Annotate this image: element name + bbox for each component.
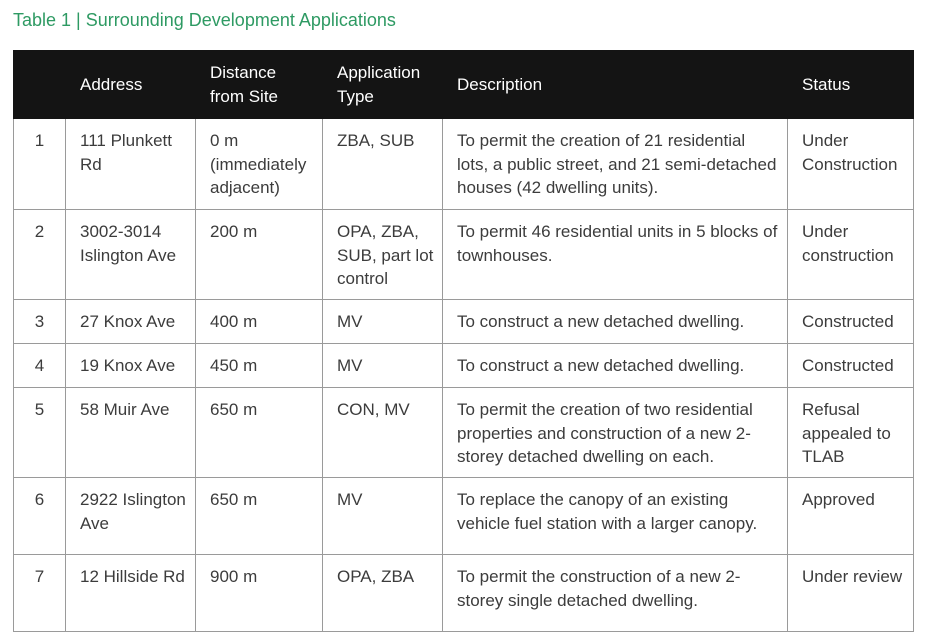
table-row: 7 12 Hillside Rd 900 m OPA, ZBA To permit th… (13, 554, 914, 632)
applications-table: Address Distance from Site Application Typ… (13, 50, 914, 632)
table-cell: MV (322, 343, 443, 388)
table-cell: To replace the canopy of an existing veh… (442, 477, 788, 555)
table-cell: 650 m (195, 477, 323, 555)
table-cell: Under Construction (787, 118, 914, 210)
table-cell: ZBA, SUB (322, 118, 443, 210)
table-cell: 900 m (195, 554, 323, 632)
table-cell: Under construction (787, 209, 914, 300)
table-cell: Approved (787, 477, 914, 555)
header-cell: Address (65, 50, 196, 119)
table-cell: To construct a new detached dwelling. (442, 299, 788, 344)
table-cell: 7 (13, 554, 66, 632)
table-cell: Under review (787, 554, 914, 632)
table-cell: 200 m (195, 209, 323, 300)
table-cell: To permit the creation of 21 residential… (442, 118, 788, 210)
table-cell: MV (322, 477, 443, 555)
table-cell: MV (322, 299, 443, 344)
table-title: Table 1 | Surrounding Development Applic… (13, 10, 396, 30)
table-cell: 19 Knox Ave (65, 343, 196, 388)
table-cell: OPA, ZBA, SUB, part lot control (322, 209, 443, 300)
table-cell: 2 (13, 209, 66, 300)
table-cell: 3002-3014 Islington Ave (65, 209, 196, 300)
table-cell: 58 Muir Ave (65, 387, 196, 478)
table-cell: 4 (13, 343, 66, 388)
table-cell: To permit the construction of a new 2-st… (442, 554, 788, 632)
table-cell: 450 m (195, 343, 323, 388)
header-cell (13, 50, 66, 119)
table-cell: 111 Plunkett Rd (65, 118, 196, 210)
table-cell: Refusal appealed to TLAB (787, 387, 914, 478)
table-cell: 6 (13, 477, 66, 555)
header-cell: Distance from Site (195, 50, 323, 119)
table-cell: Constructed (787, 343, 914, 388)
table-cell: 5 (13, 387, 66, 478)
table-cell: 1 (13, 118, 66, 210)
table-cell: 400 m (195, 299, 323, 344)
table-cell: 3 (13, 299, 66, 344)
table-cell: OPA, ZBA (322, 554, 443, 632)
table-row: 5 58 Muir Ave 650 m CON, MV To permit the cr… (13, 387, 914, 478)
table-cell: 12 Hillside Rd (65, 554, 196, 632)
table-row: 2 3002-3014 Islington Ave 200 m OPA, ZBA, S… (13, 209, 914, 300)
table-cell: 650 m (195, 387, 323, 478)
table-cell: 0 m (immediately adjacent) (195, 118, 323, 210)
table-row: 3 27 Knox Ave 400 m MV To construct a new de… (13, 299, 914, 344)
table-row: 4 19 Knox Ave 450 m MV To construct a new de… (13, 343, 914, 388)
table-cell: To permit the creation of two residentia… (442, 387, 788, 478)
table-cell: To construct a new detached dwelling. (442, 343, 788, 388)
header-cell: Status (787, 50, 914, 119)
table-row: 1 111 Plunkett Rd 0 m (immediately adjacen… (13, 118, 914, 210)
table-cell: CON, MV (322, 387, 443, 478)
header-cell: Description (442, 50, 788, 119)
table-cell: 27 Knox Ave (65, 299, 196, 344)
table-row: 6 2922 Islington Ave 650 m MV To replace the… (13, 477, 914, 555)
table-cell: 2922 Islington Ave (65, 477, 196, 555)
header-cell: Application Type (322, 50, 443, 119)
table-cell: Constructed (787, 299, 914, 344)
table-cell: To permit 46 residential units in 5 bloc… (442, 209, 788, 300)
header-row: Address Distance from Site Application Typ… (13, 50, 914, 119)
